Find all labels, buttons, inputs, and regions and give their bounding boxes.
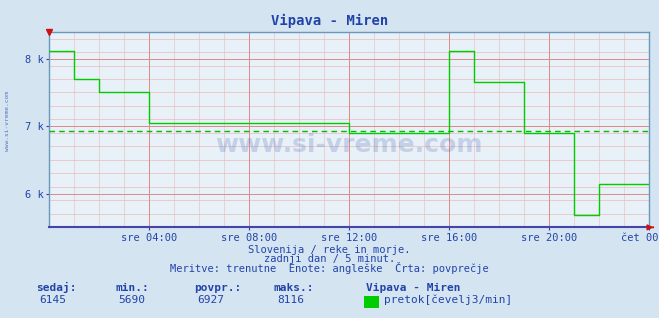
Text: www.si-vreme.com: www.si-vreme.com bbox=[215, 133, 483, 157]
Text: sedaj:: sedaj: bbox=[36, 282, 76, 293]
Text: 5690: 5690 bbox=[119, 295, 146, 305]
Text: Slovenija / reke in morje.: Slovenija / reke in morje. bbox=[248, 245, 411, 255]
Text: Vipava - Miren: Vipava - Miren bbox=[271, 14, 388, 29]
Text: 8116: 8116 bbox=[277, 295, 304, 305]
Text: min.:: min.: bbox=[115, 283, 149, 293]
Text: pretok[čevelj3/min]: pretok[čevelj3/min] bbox=[384, 294, 512, 305]
Text: povpr.:: povpr.: bbox=[194, 283, 242, 293]
Text: www.si-vreme.com: www.si-vreme.com bbox=[5, 91, 11, 151]
Text: Meritve: trenutne  Enote: angleške  Črta: povprečje: Meritve: trenutne Enote: angleške Črta: … bbox=[170, 262, 489, 274]
Text: 6145: 6145 bbox=[40, 295, 67, 305]
Text: maks.:: maks.: bbox=[273, 283, 314, 293]
Text: 6927: 6927 bbox=[198, 295, 225, 305]
Text: zadnji dan / 5 minut.: zadnji dan / 5 minut. bbox=[264, 254, 395, 264]
Text: Vipava - Miren: Vipava - Miren bbox=[366, 283, 460, 293]
